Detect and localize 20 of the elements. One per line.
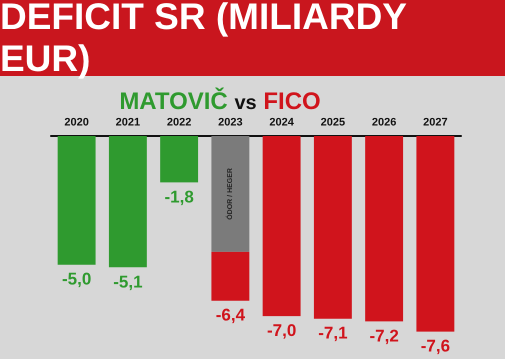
x-tick-label: 2022 xyxy=(166,116,192,128)
data-label: -7,2 xyxy=(369,326,399,346)
x-tick-label: 2023 xyxy=(218,116,243,128)
series-label: FICO xyxy=(263,88,321,115)
data-label: -7,1 xyxy=(318,324,348,343)
data-label: -7,0 xyxy=(266,321,296,340)
chart-title: DEFICIT SR (MILIARDY EUR) xyxy=(0,0,505,79)
x-tick-label: 2024 xyxy=(269,116,295,128)
total-label: -6,4 xyxy=(216,306,246,325)
x-tick-label: 2020 xyxy=(64,116,89,128)
series-label: MATOVIČ xyxy=(119,88,228,115)
text: vs xyxy=(234,92,257,114)
data-label: -5,0 xyxy=(62,270,92,289)
data-label: -7,6 xyxy=(420,336,450,356)
data-label: -1,8 xyxy=(164,187,194,206)
x-tick-label: 2025 xyxy=(320,116,346,128)
x-tick-label: 2026 xyxy=(372,116,396,128)
data-label: -5,1 xyxy=(113,272,143,292)
x-tick-label: 2027 xyxy=(423,116,448,128)
x-tick-label: 2021 xyxy=(116,116,140,128)
